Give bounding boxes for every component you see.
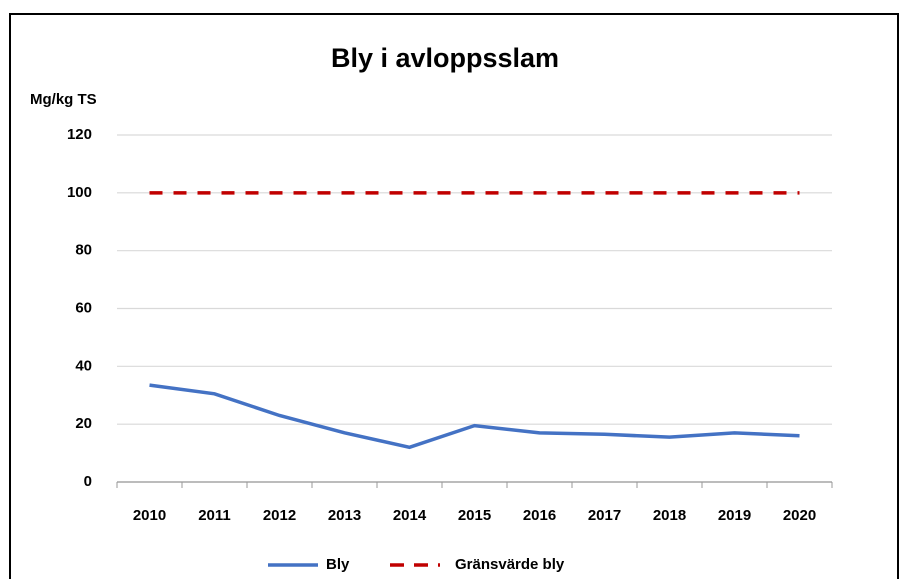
y-tick-label: 80 xyxy=(75,242,92,259)
frame xyxy=(9,13,899,579)
x-tick-label: 2012 xyxy=(263,507,296,524)
x-tick-label: 2020 xyxy=(783,507,816,524)
x-tick-label: 2011 xyxy=(198,507,231,524)
x-tick-label: 2010 xyxy=(133,507,166,524)
x-tick-label: 2015 xyxy=(458,507,491,524)
y-tick-label: 0 xyxy=(84,473,92,490)
y-tick-label: 100 xyxy=(67,184,92,201)
legend-label: Gränsvärde bly xyxy=(455,556,565,573)
chart-title: Bly i avloppsslam xyxy=(331,43,559,73)
y-tick-label: 40 xyxy=(75,357,92,374)
legend-label: Bly xyxy=(326,556,350,573)
y-tick-label: 60 xyxy=(75,299,92,316)
x-tick-label: 2013 xyxy=(328,507,361,524)
y-tick-label: 120 xyxy=(67,126,92,143)
x-tick-label: 2017 xyxy=(588,507,621,524)
x-tick-label: 2019 xyxy=(718,507,751,524)
line-series xyxy=(149,383,800,450)
x-tick-label: 2018 xyxy=(653,507,686,524)
x-tick-label: 2014 xyxy=(393,507,427,524)
x-tick-label: 2016 xyxy=(523,507,556,524)
y-axis-label: Mg/kg TS xyxy=(30,91,97,108)
y-tick-label: 20 xyxy=(75,415,92,432)
